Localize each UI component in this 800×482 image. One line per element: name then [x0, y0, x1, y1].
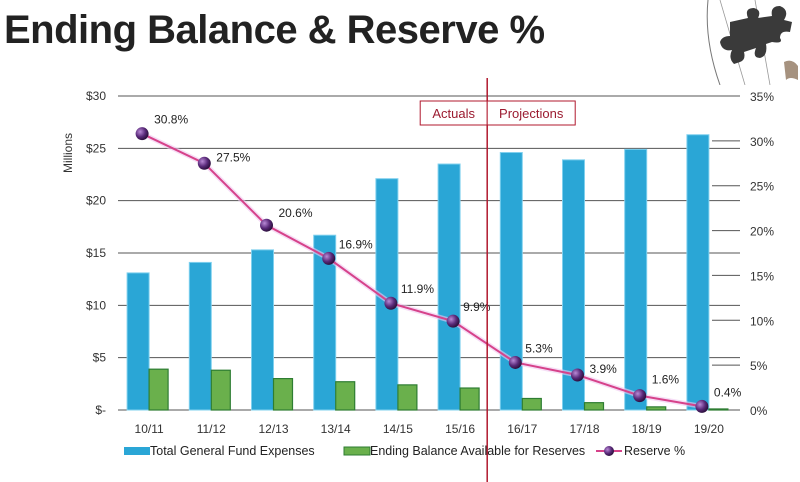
y-tick-label: $- — [95, 403, 106, 417]
bar-total-expenses — [562, 159, 585, 411]
x-tick-label: 16/17 — [507, 422, 537, 436]
x-tick-label: 13/14 — [321, 422, 351, 436]
reserve-marker — [508, 355, 522, 369]
reserve-data-label: 11.9% — [401, 282, 434, 296]
reserve-data-label: 9.9% — [463, 300, 491, 314]
bar-total-expenses — [499, 152, 523, 411]
bar-ending-balance — [708, 408, 729, 411]
bar-ending-balance — [148, 368, 169, 411]
reserve-data-label: 27.5% — [216, 150, 250, 164]
projections-label: Projections — [499, 106, 564, 121]
y2-tick-label: 35% — [750, 90, 774, 104]
reserve-marker — [633, 389, 647, 403]
y-tick-label: $10 — [86, 298, 106, 312]
x-tick-label: 14/15 — [383, 422, 413, 436]
bar-ending-balance — [272, 378, 294, 411]
actuals-box — [419, 100, 488, 126]
reserve-marker — [695, 399, 709, 413]
y2-tick-label: 5% — [750, 359, 768, 373]
reserve-marker — [571, 368, 584, 382]
reserve-data-label: 30.8% — [154, 113, 188, 127]
legend-label-reserve: Reserve % — [624, 444, 685, 458]
legend-swatch-ending-balance — [343, 446, 371, 456]
legend-label-total-expenses: Total General Fund Expenses — [150, 444, 315, 458]
bar-ending-balance — [397, 384, 418, 411]
x-tick-label: 12/13 — [258, 422, 288, 436]
y-tick-label: $15 — [86, 246, 106, 260]
y2-tick-label: 25% — [750, 180, 774, 194]
reserve-line-glow — [141, 131, 703, 409]
bar-ending-balance — [210, 369, 231, 411]
y2-tick-label: 20% — [750, 225, 774, 239]
y2-tick-label: 15% — [750, 269, 774, 283]
bar-ending-balance — [646, 406, 667, 411]
y-axis-label: Millions — [61, 133, 75, 173]
y-tick-label: $30 — [86, 89, 106, 103]
reserve-data-label: 1.6% — [652, 373, 680, 387]
reserve-data-label: 5.3% — [525, 341, 553, 355]
reserve-data-label: 0.4% — [714, 385, 742, 399]
y-tick-label: $20 — [86, 194, 106, 208]
reserve-marker — [384, 296, 398, 310]
bar-ending-balance — [459, 387, 480, 411]
puzzle-piece-icon — [706, 0, 798, 85]
reserve-data-label: 3.9% — [590, 362, 618, 376]
page-title: Ending Balance & Reserve % — [4, 8, 545, 52]
x-tick-label: 17/18 — [569, 422, 599, 436]
reserve-data-label: 16.9% — [339, 237, 373, 251]
bar-total-expenses — [313, 234, 337, 411]
legend-swatch-total-expenses — [124, 447, 150, 455]
actuals-label: Actuals — [432, 106, 475, 121]
y2-tick-label: 0% — [750, 404, 768, 418]
x-tick-label: 19/20 — [694, 422, 724, 436]
bar-ending-balance — [583, 402, 605, 411]
legend-swatch-reserve-marker — [604, 446, 614, 456]
y-tick-label: $5 — [93, 351, 107, 365]
reserve-line — [141, 132, 703, 408]
x-tick-label: 11/12 — [197, 422, 226, 436]
x-tick-label: 15/16 — [445, 422, 475, 436]
bar-total-expenses — [251, 249, 274, 411]
y2-tick-label: 10% — [750, 314, 774, 328]
reserve-marker — [135, 127, 149, 141]
reserve-marker — [446, 314, 460, 328]
reserve-marker — [322, 251, 336, 265]
bar-ending-balance — [335, 381, 356, 411]
reserve-marker — [260, 218, 273, 232]
bar-total-expenses — [686, 134, 710, 411]
bar-ending-balance — [521, 397, 542, 411]
legend-label-ending-balance: Ending Balance Available for Reserves — [370, 444, 585, 458]
bar-total-expenses — [126, 272, 150, 411]
x-tick-label: 10/11 — [135, 422, 164, 436]
bar-total-expenses — [437, 163, 461, 411]
bar-total-expenses — [624, 148, 648, 411]
projections-box — [486, 100, 576, 126]
y-tick-label: $25 — [86, 141, 106, 155]
reserve-data-label: 20.6% — [279, 206, 313, 220]
y2-tick-label: 30% — [750, 135, 774, 149]
x-tick-label: 18/19 — [632, 422, 662, 436]
reserve-marker — [197, 156, 211, 170]
bar-total-expenses — [188, 261, 212, 411]
